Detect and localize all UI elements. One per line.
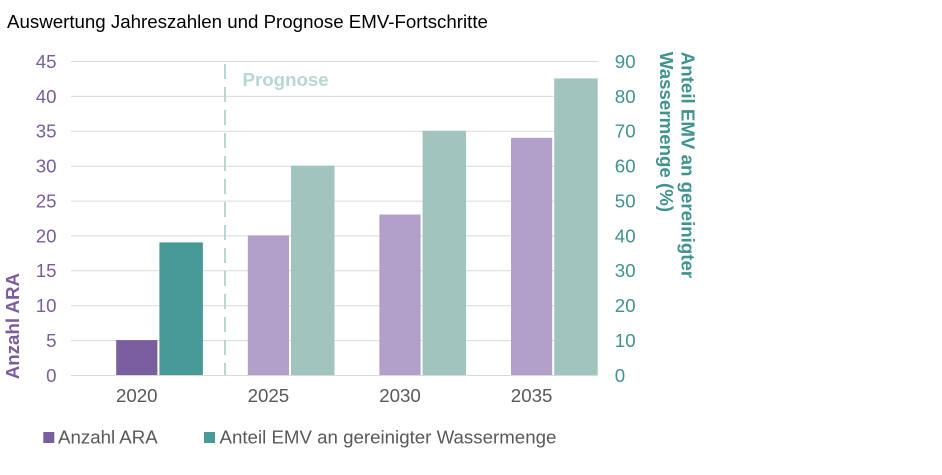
svg-text:15: 15	[36, 260, 57, 281]
svg-text:35: 35	[36, 121, 57, 142]
svg-text:50: 50	[615, 191, 636, 212]
svg-text:0: 0	[615, 365, 625, 386]
svg-text:Anzahl ARA: Anzahl ARA	[2, 273, 23, 379]
svg-text:20: 20	[615, 295, 636, 316]
svg-text:2025: 2025	[248, 385, 290, 406]
svg-text:2030: 2030	[379, 385, 421, 406]
svg-text:25: 25	[36, 191, 57, 212]
svg-text:40: 40	[36, 86, 57, 107]
svg-text:80: 80	[615, 86, 636, 107]
svg-text:30: 30	[36, 156, 57, 177]
svg-text:Anzahl ARA: Anzahl ARA	[58, 426, 158, 447]
svg-text:70: 70	[615, 121, 636, 142]
svg-text:0: 0	[46, 365, 56, 386]
svg-text:10: 10	[36, 295, 57, 316]
svg-text:Prognose: Prognose	[243, 69, 329, 90]
svg-text:Wassermenge (%): Wassermenge (%)	[656, 52, 677, 212]
svg-text:5: 5	[46, 330, 56, 351]
svg-text:Anteil EMV an gereinigter: Anteil EMV an gereinigter	[678, 52, 699, 278]
svg-text:60: 60	[615, 156, 636, 177]
svg-text:10: 10	[615, 330, 636, 351]
svg-text:90: 90	[615, 51, 636, 72]
svg-text:20: 20	[36, 225, 57, 246]
svg-text:2020: 2020	[116, 385, 158, 406]
svg-text:30: 30	[615, 260, 636, 281]
svg-text:Auswertung Jahreszahlen und Pr: Auswertung Jahreszahlen und Prognose EMV…	[7, 11, 488, 32]
svg-text:Anteil EMV an gereinigter Wass: Anteil EMV an gereinigter Wassermenge	[220, 426, 557, 447]
svg-text:45: 45	[36, 51, 57, 72]
svg-text:40: 40	[615, 225, 636, 246]
svg-text:2035: 2035	[511, 385, 553, 406]
